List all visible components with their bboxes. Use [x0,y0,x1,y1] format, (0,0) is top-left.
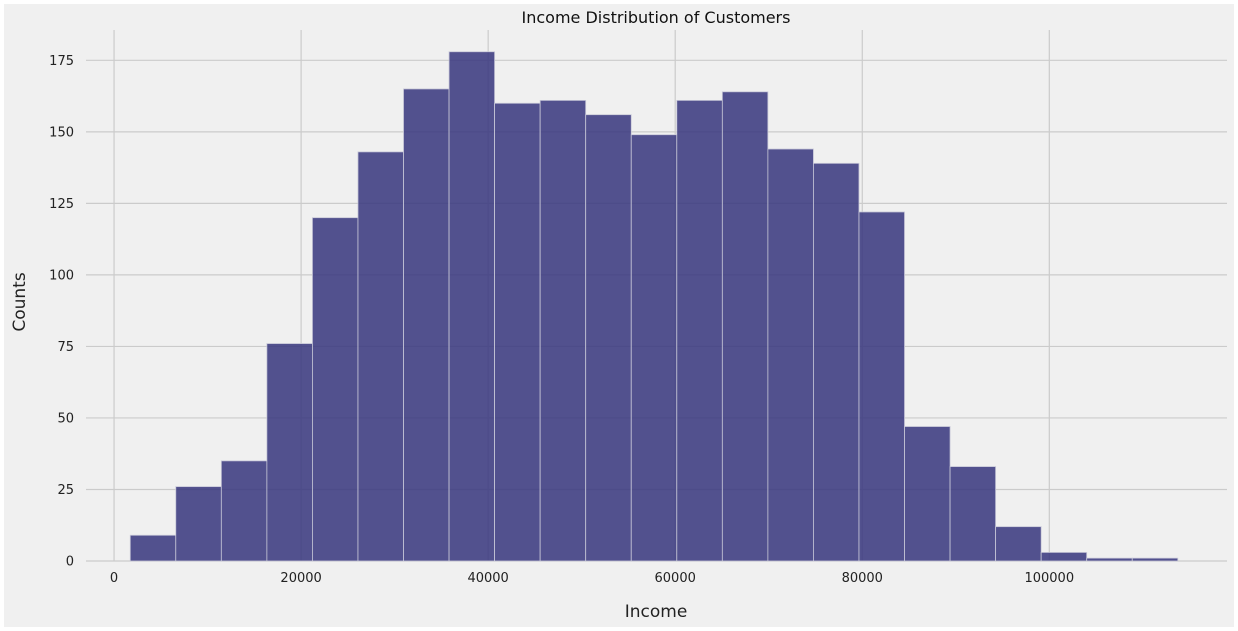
y-tick-label: 100 [49,268,74,283]
x-axis-ticks: 0 20000 40000 60000 80000 100000 [110,571,1074,586]
histogram-bar [858,211,905,562]
histogram-bar [1040,552,1088,562]
histogram-bar [995,526,1042,562]
x-axis-label: Income [625,602,688,622]
histogram-bar [403,88,450,562]
histogram-bar [949,466,997,562]
y-axis-label: Counts [10,272,30,331]
y-tick-label: 125 [49,197,74,212]
y-tick-label: 75 [57,340,74,355]
y-tick-label: 0 [66,555,74,570]
x-tick-label: 20000 [280,571,321,586]
histogram-bar [539,99,587,562]
histogram-bar [266,343,313,562]
histogram-chart: 0 20000 40000 60000 80000 100000 0 25 50 75 100 12… [10,8,1227,622]
y-tick-label: 175 [49,54,74,69]
histogram-bar [676,99,723,562]
histogram-bar [175,486,222,562]
histogram-bar [448,51,496,562]
x-tick-label: 0 [110,571,118,586]
histogram-bar [1086,557,1133,562]
histogram-bar [767,148,814,562]
histogram-bar [220,460,268,562]
histogram-bar [630,134,678,562]
y-tick-label: 25 [57,483,74,498]
y-tick-label: 150 [49,125,74,140]
x-tick-label: 80000 [842,571,883,586]
y-tick-label: 50 [57,411,74,426]
histogram-bars [129,51,1179,562]
histogram-bar [312,217,359,562]
histogram-bar [585,114,632,562]
histogram-bar [1131,557,1179,562]
chart-title: Income Distribution of Customers [522,8,791,27]
histogram-bar [813,162,860,562]
histogram-bar [357,151,404,562]
x-tick-label: 100000 [1024,571,1074,586]
histogram-bar [494,102,541,562]
x-tick-label: 60000 [655,571,696,586]
y-axis-ticks: 0 25 50 75 100 125 150 175 [49,54,74,570]
x-tick-label: 40000 [467,571,508,586]
histogram-bar [129,534,177,562]
histogram-bar [904,426,951,562]
chart-figure: 0 20000 40000 60000 80000 100000 0 25 50 75 100 12… [4,4,1234,627]
histogram-bar [721,91,769,562]
